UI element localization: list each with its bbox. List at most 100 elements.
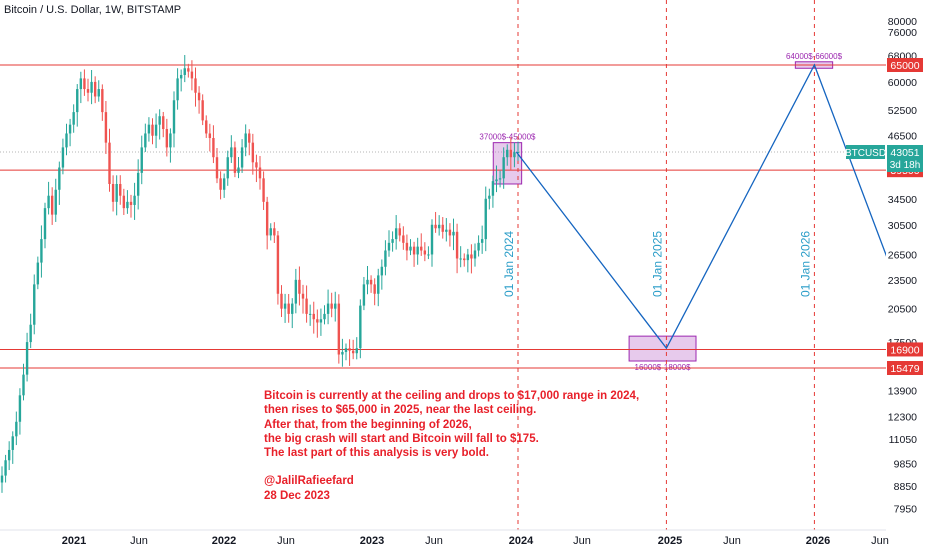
last-price-value: 43051 [890,147,919,159]
candle-body [22,374,25,396]
candle-body [319,319,323,323]
candle-body [362,284,366,306]
candle-body [215,157,219,179]
candle-body [258,167,262,179]
candle-body [83,78,86,90]
candle-body [165,129,169,148]
x-tick-label: Jun [573,535,591,547]
candle-body [154,124,158,136]
candle-body [409,246,412,251]
candle-body [108,142,111,184]
candle-body [434,224,437,229]
x-tick-label: 2022 [212,535,236,547]
candle-body [484,198,487,240]
level-label-bg [887,58,923,72]
candle-body [423,250,427,255]
candle-body [136,172,140,196]
range-boxes: 37000$-45000$16000$-18000$64000$-66000$ [479,52,842,372]
candles [0,55,520,493]
candle-body [312,313,315,320]
candle-body [348,348,351,351]
x-tick-label: 2025 [658,535,682,547]
candle-body [197,92,201,101]
y-tick-label: 23500 [888,275,917,287]
candle-body [104,112,108,143]
symbol-tag-bg [846,144,885,159]
candle-body [298,279,301,294]
candle-body [43,208,47,240]
candle-body [488,195,491,199]
symbol-tag: BTCUSD [845,148,886,159]
note-line: the big crash will start and Bitcoin wil… [264,432,539,445]
candle-body [398,228,401,236]
date-marker-label: 01 Jan 2026 [798,231,812,297]
candle-body [0,475,4,483]
candle-body [308,313,312,315]
candle-body [480,239,484,243]
candle-body [255,162,258,168]
note-date: 28 Dec 2023 [264,489,330,502]
candle-body [50,195,54,215]
y-tick-label: 7950 [894,504,918,516]
candle-body [230,147,233,158]
candle-body [226,157,229,179]
candle-body [495,179,498,182]
note-author: @JalilRafieefard [264,475,354,488]
candle-body [222,178,226,190]
analysis-note: Bitcoin is currently at the ceiling and … [264,389,684,503]
candle-body [359,305,362,349]
candle-body [65,133,68,148]
candle-body [169,133,172,148]
candle-body [416,246,419,255]
candle-body [366,279,369,285]
candle-body [176,78,179,101]
candle-body [455,231,459,259]
candle-body [283,303,287,309]
y-tick-label: 13900 [888,386,917,398]
candle-body [377,275,380,294]
candle-body [219,178,222,190]
candle-body [162,116,165,130]
candle-body [151,124,154,136]
candle-body [18,395,22,422]
candle-body [369,279,373,285]
candle-body [498,178,502,180]
candle-body [445,229,448,232]
candle-body [90,81,93,93]
candle-body [93,81,97,97]
level-label-bg [887,361,923,375]
x-tick-label: 2023 [360,535,384,547]
y-tick-label: 60000 [888,77,917,89]
candle-body [305,298,308,314]
candle-body [126,201,129,209]
candle-body [86,89,90,93]
x-tick-label: 2021 [62,535,86,547]
candle-body [190,71,194,79]
candle-body [412,246,416,255]
candle-body [326,303,330,314]
y-tick-label: 20500 [888,304,917,316]
candle-body [373,284,376,294]
candle-body [355,348,358,354]
x-tick-label: Jun [871,535,889,547]
note-line: Bitcoin is currently at the ceiling and … [264,390,640,402]
level-label: 16900 [890,344,919,356]
candle-body [387,242,391,251]
candle-body [183,68,186,75]
candle-body [11,436,14,450]
candle-body [119,183,122,196]
candle-body [287,303,290,314]
candle-body [233,147,237,173]
candle-body [513,152,516,158]
candle-body [341,351,344,355]
x-tick-label: Jun [425,535,443,547]
y-tick-label: 76000 [888,27,917,39]
y-tick-label: 26500 [888,249,917,261]
note-line: The last part of this analysis is very b… [264,447,489,460]
candle-body [237,167,240,173]
candle-body [273,228,276,236]
candle-body [448,229,452,236]
